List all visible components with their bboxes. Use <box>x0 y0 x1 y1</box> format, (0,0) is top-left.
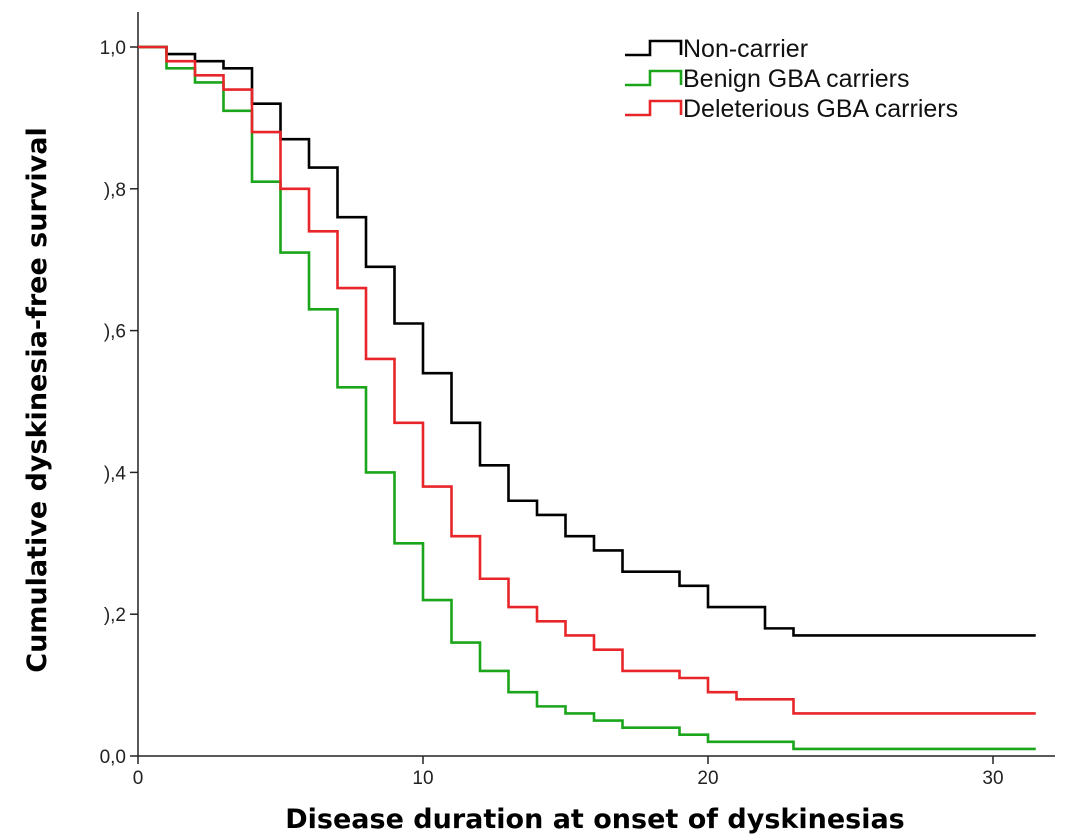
legend-swatch <box>625 69 683 87</box>
x-tick-label: 20 <box>697 768 718 789</box>
y-tick-label: ),4 <box>104 463 127 484</box>
legend-label: Non-carrier <box>683 35 808 63</box>
series-line-benign-gba-carriers <box>138 45 1036 751</box>
series-line-non-carrier <box>138 45 1036 637</box>
axes <box>137 12 1055 757</box>
tick-group: 0,0 ),2 ),4 ),6 ),8 1,0 0 10 20 30 <box>100 38 1004 789</box>
y-tick-label: ),8 <box>104 180 126 201</box>
y-tick-label: 1,0 <box>100 38 126 59</box>
legend-label: Benign GBA carriers <box>683 65 910 93</box>
series-group <box>138 45 1036 751</box>
y-tick-label: ),2 <box>104 605 126 626</box>
legend-label: Deleterious GBA carriers <box>683 95 958 123</box>
series-line-deleterious-gba-carriers <box>138 45 1036 715</box>
y-tick-label: 0,0 <box>100 747 126 768</box>
x-tick-label: 10 <box>412 768 433 789</box>
y-tick-label: ),6 <box>104 322 126 343</box>
x-tick-label: 0 <box>133 768 144 789</box>
x-tick-label: 30 <box>982 768 1003 789</box>
legend-swatch <box>625 39 683 57</box>
x-axis-title: Disease duration at onset of dyskinesias <box>285 804 905 835</box>
y-axis-title: Cumulative dyskinesia-free survival <box>22 127 53 672</box>
legend-swatch <box>625 99 683 117</box>
